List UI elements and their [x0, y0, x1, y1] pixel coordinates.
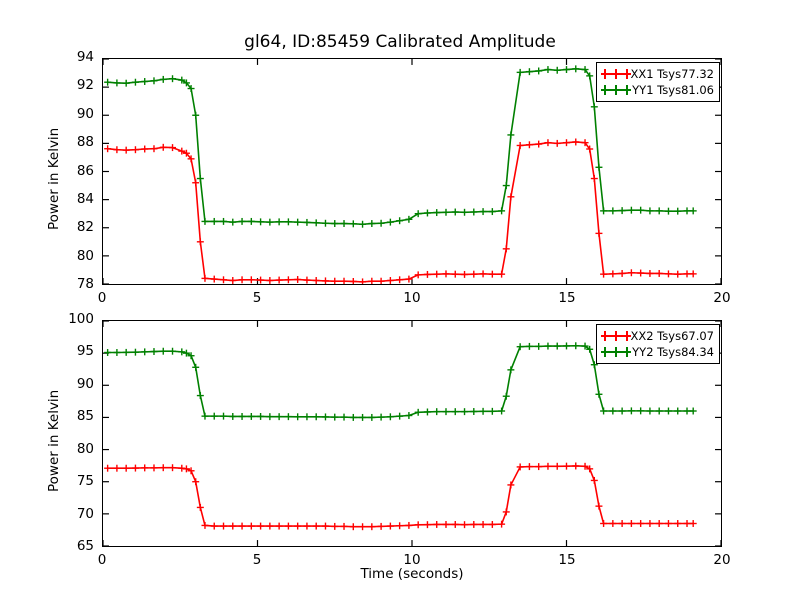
x-tick-label: 10: [403, 290, 421, 306]
x-tick-label: 10: [403, 552, 421, 568]
x-tick-label: 15: [558, 290, 576, 306]
y-tick-label: 70: [76, 505, 94, 522]
x-tick-label: 5: [252, 552, 262, 568]
x-tick-label: 20: [713, 290, 731, 306]
bottom-x-axis-label: Time (seconds): [360, 566, 464, 582]
y-tick-label: 94: [76, 49, 94, 65]
y-tick-label: 80: [76, 247, 94, 264]
top-plot-svg: [103, 59, 721, 284]
legend-entry: XX2 Tsys67.07: [601, 328, 714, 344]
y-tick-label: 100: [68, 311, 94, 327]
y-tick-label: 78: [76, 276, 94, 292]
y-tick-label: 84: [76, 190, 94, 207]
y-tick-label: 65: [76, 538, 94, 554]
y-tick-label: 85: [76, 408, 94, 425]
y-tick-label: 90: [76, 105, 94, 122]
y-tick-label: 92: [76, 77, 94, 94]
x-tick-label: 15: [558, 552, 576, 568]
figure-title: gl64, ID:85459 Calibrated Amplitude: [244, 32, 556, 52]
legend-line-sample-icon: [601, 346, 631, 358]
x-tick-label: 5: [252, 290, 262, 306]
x-tick-label: 0: [97, 552, 107, 568]
y-tick-label: 80: [76, 440, 94, 457]
legend-line-sample-icon: [601, 330, 631, 342]
bottom-plot-svg: [103, 321, 721, 546]
y-tick-label: 86: [76, 162, 94, 179]
y-tick-label: 75: [76, 473, 94, 490]
x-tick-label: 20: [713, 552, 731, 568]
legend-label: YY2 Tsys84.34: [632, 345, 714, 359]
legend-line-sample-icon: [601, 84, 631, 96]
y-tick-label: 90: [76, 375, 94, 392]
legend-entry: YY2 Tsys84.34: [601, 344, 714, 360]
legend-entry: YY1 Tsys81.06: [601, 82, 714, 98]
bottom-plot-area: [102, 320, 722, 547]
legend-label: YY1 Tsys81.06: [632, 83, 714, 97]
legend-label: XX2 Tsys67.07: [630, 329, 714, 343]
y-tick-label: 95: [76, 343, 94, 360]
legend-entry: XX1 Tsys77.32: [601, 66, 714, 82]
x-tick-label: 0: [97, 290, 107, 306]
bottom-legend: XX2 Tsys67.07 YY2 Tsys84.34: [596, 324, 720, 364]
y-tick-label: 82: [76, 219, 94, 236]
legend-line-sample-icon: [601, 68, 631, 80]
legend-label: XX1 Tsys77.32: [630, 67, 714, 81]
y-tick-label: 88: [76, 134, 94, 151]
top-legend: XX1 Tsys77.32 YY1 Tsys81.06: [596, 62, 720, 102]
